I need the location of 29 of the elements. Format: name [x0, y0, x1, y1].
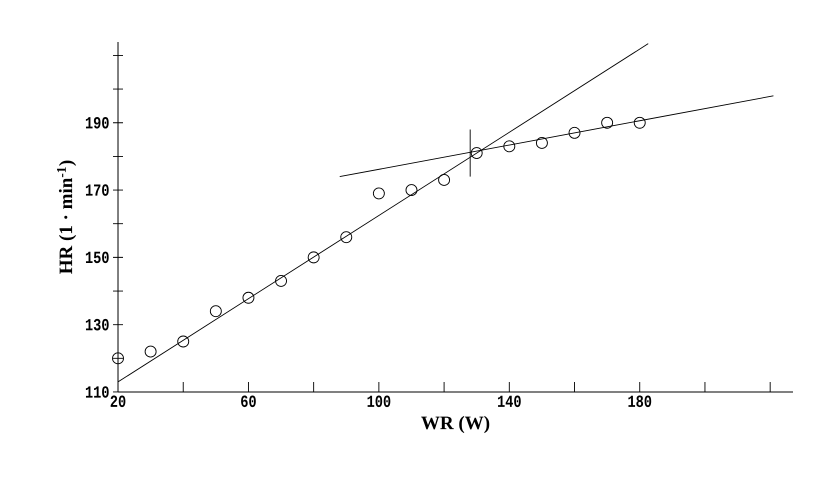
point [438, 174, 450, 186]
point [340, 231, 352, 244]
point [536, 137, 548, 149]
point [372, 187, 385, 200]
point [308, 251, 320, 264]
y-tick-label: 170 [86, 184, 109, 196]
x-tick-label: 20 [110, 396, 126, 408]
y-tick-label: 150 [86, 252, 109, 264]
point [634, 116, 646, 129]
x-tick-label: 100 [368, 396, 390, 408]
point [144, 346, 157, 358]
point [406, 184, 418, 196]
y-tick-label: 110 [86, 386, 109, 398]
y-tick-label: 130 [86, 318, 109, 330]
point [275, 274, 287, 287]
x-axis-title: WR (W) [421, 416, 490, 434]
point [112, 352, 124, 364]
x-tick-label: 180 [628, 396, 652, 408]
point [470, 147, 483, 159]
point [503, 140, 516, 152]
point [242, 292, 254, 304]
x-tick-label: 60 [241, 396, 256, 408]
point [601, 116, 614, 129]
x-tick-label: 140 [498, 396, 521, 408]
y-axis-title: HR (1 · min$^{-1}$) [57, 160, 76, 274]
point [210, 305, 222, 318]
point [177, 336, 190, 348]
y-tick-label: 190 [86, 116, 109, 129]
point [568, 126, 580, 139]
